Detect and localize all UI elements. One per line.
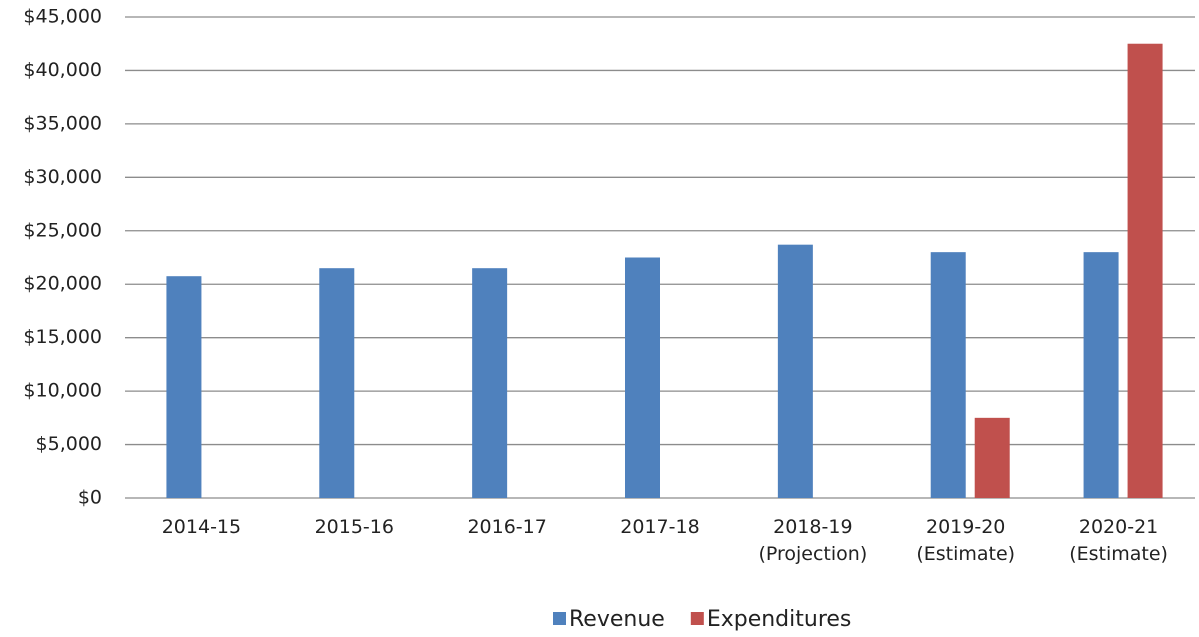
bar [1083,252,1119,498]
x-tick-label: 2016-17 [467,516,547,538]
bar [930,252,966,498]
x-tick-label: 2019-20 (Estimate) [916,516,1016,565]
y-tick-label: $30,000 [23,166,102,188]
x-tick-label: 2018-19 (Projection) [758,516,868,565]
bar [166,276,202,498]
bar [472,268,508,498]
y-tick-label: $0 [78,487,102,509]
x-tick-label: 2020-21 (Estimate) [1069,516,1168,565]
x-tick-label: 2015-16 [314,516,394,538]
y-tick-label: $45,000 [23,6,102,28]
legend-swatch [553,612,566,625]
bar [319,268,355,498]
bar [1127,43,1163,498]
x-tick-label: 2014-15 [161,516,242,538]
y-tick-label: $15,000 [23,326,102,348]
bar [974,417,1010,498]
y-tick-label: $20,000 [23,273,102,295]
legend-swatch [690,612,704,625]
y-tick-label: $25,000 [23,219,102,241]
y-tick-label: $5,000 [36,433,102,455]
y-tick-label: $40,000 [23,59,102,81]
x-tick-label: 2017-18 [620,516,700,538]
y-tick-label: $10,000 [23,380,102,402]
y-tick-label: $35,000 [23,112,102,134]
legend-label: Expenditures [707,607,852,632]
bar [625,257,660,498]
legend-label: Revenue [569,607,665,632]
bar [777,244,813,498]
